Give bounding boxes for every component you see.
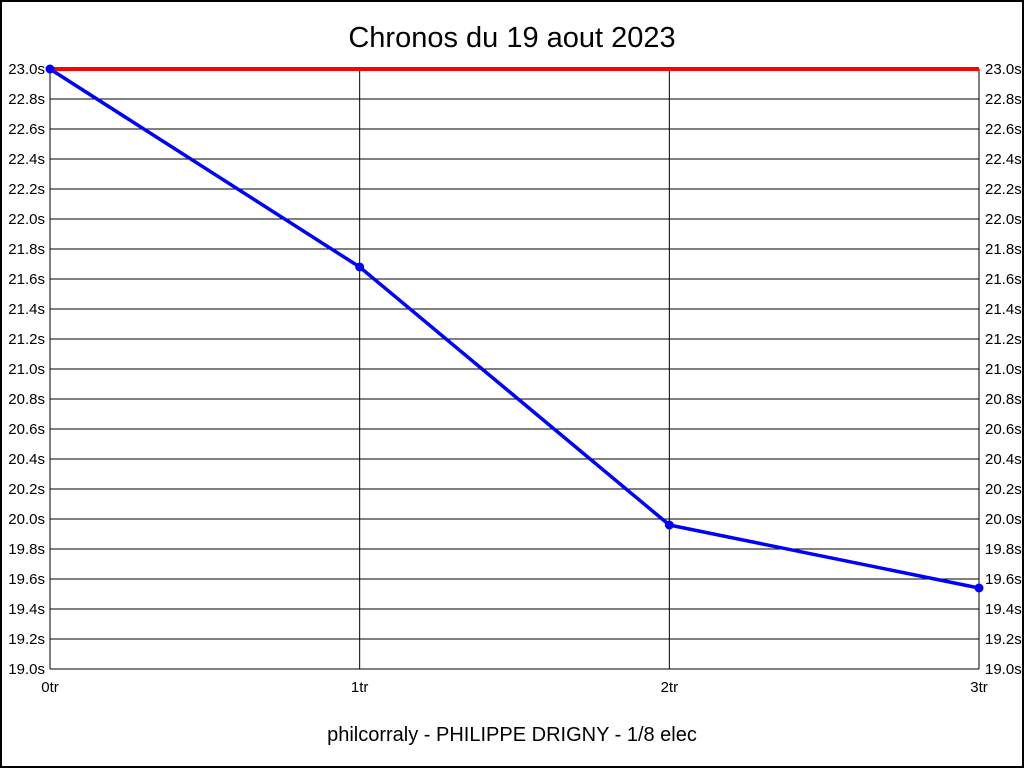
y-axis-label-right: 22.2s xyxy=(985,181,1022,198)
y-axis-label-right: 21.8s xyxy=(985,241,1022,258)
y-axis-label-right: 19.0s xyxy=(985,661,1022,678)
y-axis-label-left: 21.0s xyxy=(8,361,45,378)
x-axis-label: 2tr xyxy=(661,679,679,696)
series-line xyxy=(49,67,980,590)
y-axis-label-left: 20.8s xyxy=(8,391,45,408)
x-axis-label: 0tr xyxy=(41,679,59,696)
y-axis-label-left: 19.2s xyxy=(8,631,45,648)
chart-title: Chronos du 19 aout 2023 xyxy=(348,22,676,54)
y-axis-label-left: 20.6s xyxy=(8,421,45,438)
y-axis-label-left: 19.6s xyxy=(8,571,45,588)
y-axis-label-right: 19.6s xyxy=(985,571,1022,588)
y-axis-label-right: 22.4s xyxy=(985,151,1022,168)
y-axis-label-right: 23.0s xyxy=(985,61,1022,78)
y-axis-label-left: 21.8s xyxy=(8,241,45,258)
y-axis-label-left: 23.0s xyxy=(8,61,45,78)
y-axis-label-left: 20.0s xyxy=(8,511,45,528)
y-axis-label-left: 22.0s xyxy=(8,211,45,228)
y-axis-label-left: 19.8s xyxy=(8,541,45,558)
y-axis-label-right: 19.2s xyxy=(985,631,1022,648)
data-point-marker xyxy=(355,262,365,272)
y-axis-label-left: 19.0s xyxy=(8,661,45,678)
x-axis-label: 3tr xyxy=(970,679,988,696)
y-axis-label-left: 21.4s xyxy=(8,301,45,318)
y-axis-label-right: 20.0s xyxy=(985,511,1022,528)
y-axis-label-left: 22.2s xyxy=(8,181,45,198)
y-axis-label-right: 20.2s xyxy=(985,481,1022,498)
chart-subtitle: philcorraly - PHILIPPE DRIGNY - 1/8 elec xyxy=(327,724,697,746)
y-axis-label-right: 20.4s xyxy=(985,451,1022,468)
y-axis-label-right: 22.8s xyxy=(985,91,1022,108)
y-axis-label-right: 20.6s xyxy=(985,421,1022,438)
y-axis-label-right: 22.6s xyxy=(985,121,1022,138)
y-axis-label-left: 21.2s xyxy=(8,331,45,348)
y-axis-label-right: 21.2s xyxy=(985,331,1022,348)
y-axis-label-left: 21.6s xyxy=(8,271,45,288)
data-point-marker xyxy=(45,64,55,74)
data-point-marker xyxy=(664,520,674,530)
y-axis-label-right: 22.0s xyxy=(985,211,1022,228)
y-axis-label-left: 20.2s xyxy=(8,481,45,498)
y-axis-label-right: 21.4s xyxy=(985,301,1022,318)
y-axis-label-left: 22.4s xyxy=(8,151,45,168)
y-axis-label-left: 20.4s xyxy=(8,451,45,468)
y-axis-label-right: 19.8s xyxy=(985,541,1022,558)
y-axis-label-right: 20.8s xyxy=(985,391,1022,408)
y-axis-label-left: 22.8s xyxy=(8,91,45,108)
y-axis-label-left: 22.6s xyxy=(8,121,45,138)
data-point-marker xyxy=(974,583,984,593)
y-axis-label-right: 21.0s xyxy=(985,361,1022,378)
x-axis-label: 1tr xyxy=(351,679,369,696)
y-axis-label-right: 19.4s xyxy=(985,601,1022,618)
y-axis-label-left: 19.4s xyxy=(8,601,45,618)
y-axis-label-right: 21.6s xyxy=(985,271,1022,288)
